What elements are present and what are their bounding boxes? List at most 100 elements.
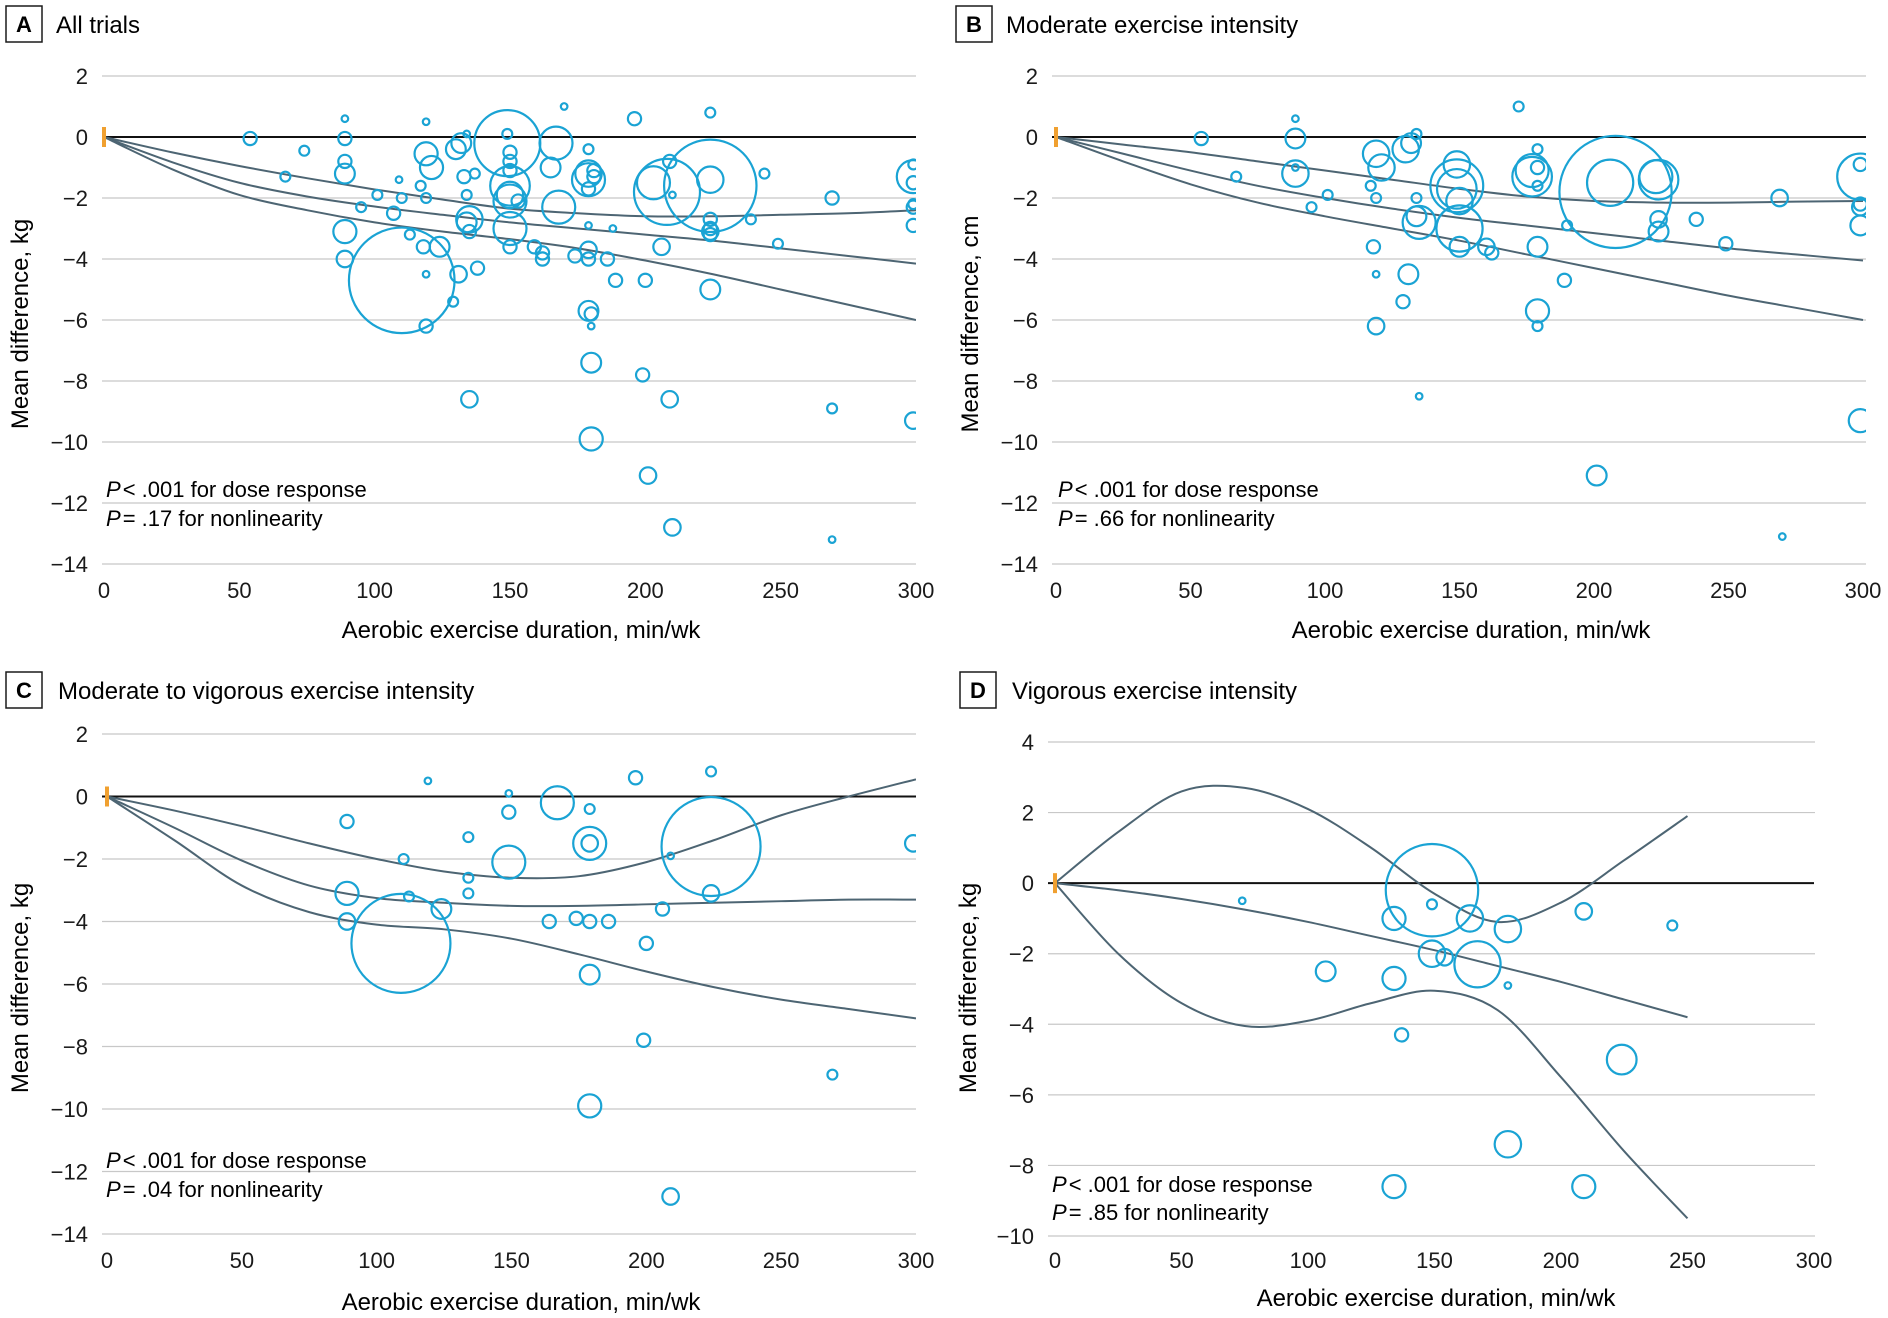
x-tick-labels: 0 50 100 150 200 250 300 <box>101 1248 934 1273</box>
study-point <box>663 518 682 537</box>
curve-upper <box>1054 784 1689 924</box>
study-point <box>1571 1173 1597 1200</box>
points <box>242 102 916 544</box>
study-point <box>350 892 452 994</box>
y-tick-label: 2 <box>76 64 88 89</box>
study-point <box>1435 947 1454 967</box>
x-tick-label: 250 <box>762 578 799 603</box>
y-tick-label: −12 <box>51 1160 88 1185</box>
study-point <box>1503 981 1513 990</box>
y-tick-label: −6 <box>1013 308 1038 333</box>
y-tick-labels: 4 2 0 −2 −4 −6 −8 −10 <box>997 730 1034 1249</box>
y-tick-label: −8 <box>63 369 88 394</box>
study-point <box>695 165 725 194</box>
study-point <box>586 168 602 185</box>
study-point <box>1445 186 1474 216</box>
study-point <box>577 1093 603 1119</box>
study-point <box>1531 320 1544 333</box>
study-point <box>1291 114 1300 124</box>
study-point <box>1305 201 1318 214</box>
y-tick-label: 0 <box>76 785 88 810</box>
y-tick-label: −14 <box>1001 552 1038 577</box>
study-point <box>1384 842 1480 938</box>
study-point <box>462 887 475 900</box>
y-axis-label: Mean difference, kg <box>7 883 34 1093</box>
points <box>334 765 916 1206</box>
study-point <box>489 164 531 207</box>
study-point <box>430 897 453 920</box>
study-point <box>1281 159 1310 188</box>
study-point <box>905 217 916 234</box>
panel-letter-box <box>5 5 43 43</box>
y-tick-label: −10 <box>1001 430 1038 455</box>
x-tick-label: 150 <box>1416 1248 1453 1273</box>
y-tick-label: −6 <box>63 308 88 333</box>
y-tick-label: 2 <box>1022 801 1034 826</box>
study-point <box>444 138 467 161</box>
study-point <box>660 795 762 898</box>
y-axis-label: Mean difference, kg <box>7 219 34 429</box>
study-point <box>607 272 624 289</box>
study-point <box>652 237 671 257</box>
study-point <box>447 295 460 308</box>
study-point <box>568 910 584 927</box>
study-point <box>582 913 598 930</box>
study-point <box>608 224 618 233</box>
gridlines <box>102 733 916 1235</box>
y-tick-label: −2 <box>63 186 88 211</box>
study-point <box>662 138 758 234</box>
panel-title: All trials <box>56 12 140 39</box>
study-point <box>1230 170 1243 183</box>
x-tick-label: 300 <box>898 1248 935 1273</box>
study-point <box>702 226 718 243</box>
x-tick-labels: 0 50 100 150 200 250 300 <box>1050 578 1881 603</box>
study-point <box>638 466 658 485</box>
y-tick-label: −2 <box>1013 186 1038 211</box>
study-point <box>905 175 916 191</box>
study-point <box>827 535 837 544</box>
y-tick-label: −12 <box>1001 491 1038 516</box>
y-tick-label: −10 <box>51 430 88 455</box>
study-point <box>1237 896 1247 906</box>
study-point <box>635 1032 652 1048</box>
study-point <box>1512 100 1525 113</box>
y-tick-label: −6 <box>63 972 88 997</box>
study-point <box>355 201 368 214</box>
study-point <box>279 170 292 183</box>
study-point <box>661 1187 680 1206</box>
x-tick-label: 150 <box>1441 578 1478 603</box>
study-point <box>1649 210 1668 229</box>
study-point <box>541 189 577 225</box>
gridlines <box>1052 75 1866 565</box>
study-point <box>903 834 916 853</box>
study-point <box>600 913 617 930</box>
study-point <box>502 153 518 170</box>
study-point <box>627 770 644 786</box>
x-tick-label: 50 <box>1169 1248 1193 1273</box>
x-tick-label: 250 <box>1710 578 1747 603</box>
curve-lower <box>106 795 916 1020</box>
study-point <box>1193 130 1209 147</box>
y-tick-label: 0 <box>1026 125 1038 150</box>
study-point <box>599 251 616 267</box>
study-point <box>1361 139 1391 169</box>
panel-letter: A <box>16 12 32 37</box>
stat-dose-response: P< .001 for dose response <box>1058 477 1319 502</box>
study-point <box>1371 269 1381 279</box>
study-point <box>1556 272 1573 289</box>
study-point <box>1852 156 1866 173</box>
study-point <box>1321 188 1334 201</box>
study-point <box>583 802 596 816</box>
gridlines <box>102 75 916 565</box>
curve-lower <box>1055 136 1864 321</box>
curves <box>1054 784 1689 1220</box>
study-point <box>1531 179 1544 192</box>
y-tick-label: 2 <box>1026 64 1038 89</box>
study-point <box>397 852 410 866</box>
stat-dose-response: P< .001 for dose response <box>106 477 367 502</box>
study-point <box>468 167 481 180</box>
study-point <box>1455 904 1485 933</box>
curves <box>106 778 916 1020</box>
x-tick-label: 50 <box>230 1248 254 1273</box>
